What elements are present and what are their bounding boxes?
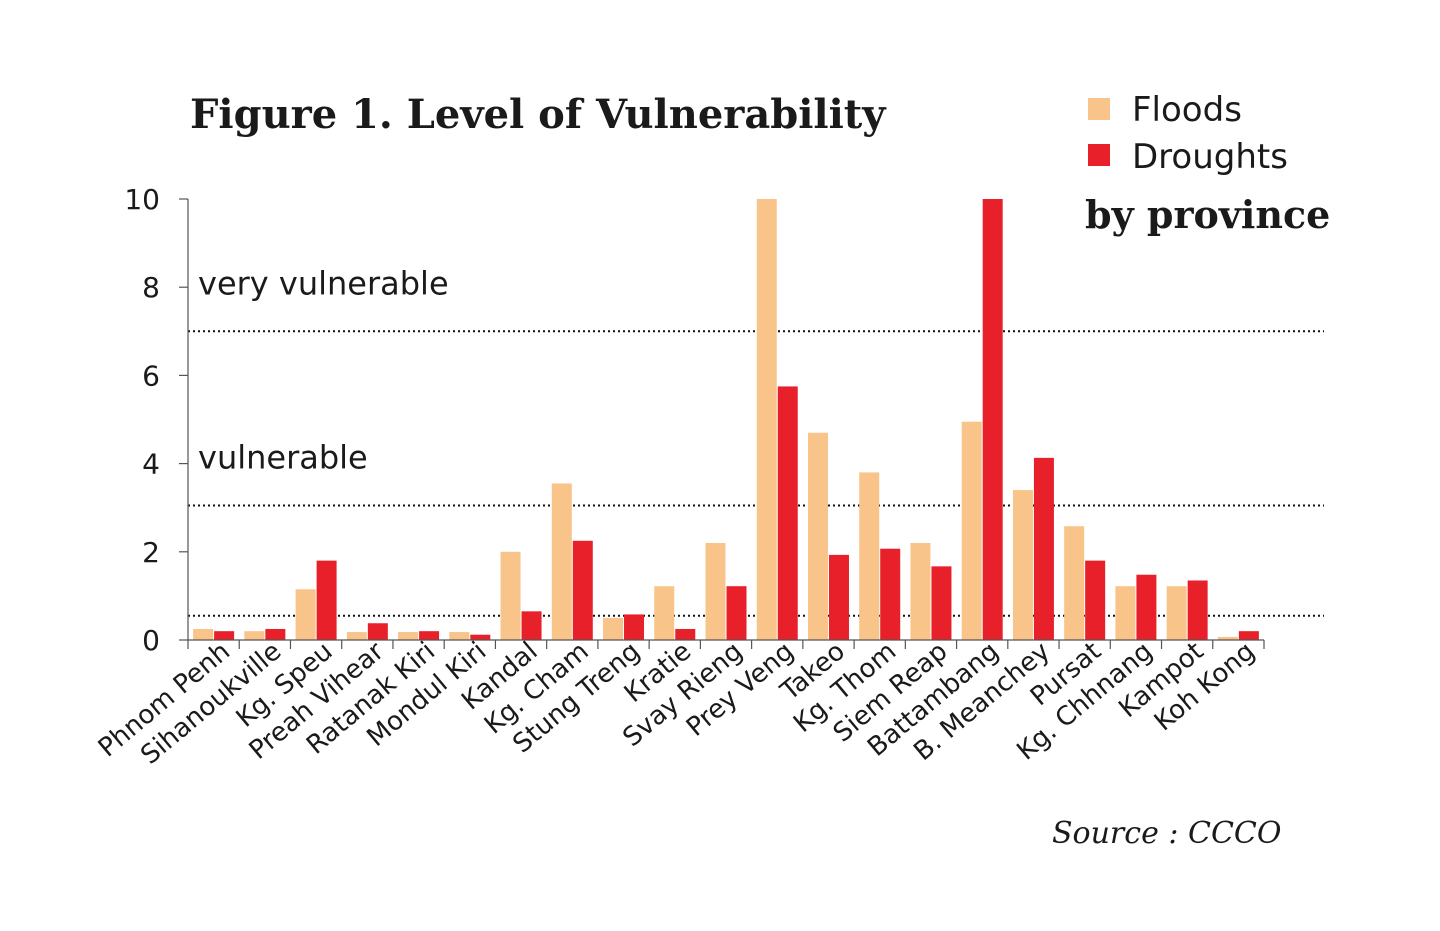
bar-floods-kampot [1166, 586, 1187, 640]
reference-label-very-vulnerable: very vulnerable [198, 264, 449, 302]
bar-droughts-phnom-penh [214, 631, 235, 640]
bar-floods-koh-kong [1217, 636, 1238, 640]
bar-droughts-battambang [982, 199, 1003, 640]
bar-droughts-prey-veng [777, 386, 798, 640]
bar-droughts-preah-vihear [367, 623, 388, 640]
bars [193, 199, 1259, 640]
bar-floods-battambang [961, 421, 982, 640]
bar-floods-prey-veng [756, 199, 777, 640]
bar-droughts-takeo [828, 554, 849, 640]
bar-floods-b-meanchey [1012, 490, 1033, 640]
bar-floods-siem-reap [910, 542, 931, 640]
legend-label-droughts: Droughts [1132, 137, 1288, 177]
y-tick-label-10: 10 [124, 183, 160, 216]
bar-floods-kg-cham [551, 483, 572, 640]
bar-droughts-stung-treng [624, 614, 645, 640]
bar-droughts-kg-thom [880, 548, 901, 640]
bar-droughts-sihanoukville [265, 628, 286, 640]
reference-lines: very vulnerable vulnerable [188, 264, 1324, 617]
bar-floods-preah-vihear [346, 632, 367, 640]
bar-droughts-b-meanchey [1033, 457, 1054, 640]
bar-droughts-ratanak-kiri [419, 631, 440, 640]
reference-label-vulnerable: vulnerable [198, 438, 368, 476]
y-tick-label-6: 6 [142, 359, 160, 392]
bar-droughts-kampot [1187, 580, 1208, 640]
bar-floods-stung-treng [603, 617, 624, 640]
bar-floods-ratanak-kiri [398, 632, 419, 640]
bar-droughts-kg-chhnang [1136, 574, 1157, 640]
bar-droughts-mondul-kiri [470, 634, 491, 640]
bar-droughts-kg-cham [572, 540, 593, 640]
bar-floods-takeo [807, 432, 828, 640]
y-tick-label-0: 0 [142, 624, 160, 657]
legend-swatch-droughts [1088, 144, 1110, 166]
chart-title: Figure 1. Level of Vulnerability [190, 91, 887, 138]
bar-floods-kg-chhnang [1115, 586, 1136, 640]
bar-droughts-siem-reap [931, 566, 952, 640]
legend-swatch-floods [1088, 98, 1110, 120]
bar-floods-svay-rieng [705, 542, 726, 640]
bar-floods-mondul-kiri [449, 632, 470, 640]
bar-droughts-kg-speu [316, 560, 337, 640]
bar-floods-kg-speu [295, 589, 316, 640]
y-tick-label-8: 8 [142, 271, 160, 304]
chart-subtitle: by province [1085, 192, 1330, 237]
bar-floods-pursat [1064, 526, 1085, 640]
bar-floods-kandal [500, 551, 521, 640]
y-tick-label-2: 2 [142, 536, 160, 569]
bar-droughts-svay-rieng [726, 586, 747, 640]
bar-floods-kg-thom [859, 472, 880, 640]
bar-droughts-kratie [675, 628, 696, 640]
y-tick-label-4: 4 [142, 448, 160, 481]
legend: Floods Droughts [1088, 90, 1288, 177]
bar-floods-phnom-penh [193, 628, 214, 640]
bar-droughts-pursat [1085, 560, 1106, 640]
legend-label-floods: Floods [1132, 90, 1242, 130]
bar-floods-kratie [654, 586, 675, 640]
bar-floods-sihanoukville [244, 631, 265, 640]
source-note: Source : CCCO [1052, 816, 1281, 851]
bar-droughts-koh-kong [1238, 631, 1259, 640]
bar-droughts-kandal [521, 611, 542, 640]
